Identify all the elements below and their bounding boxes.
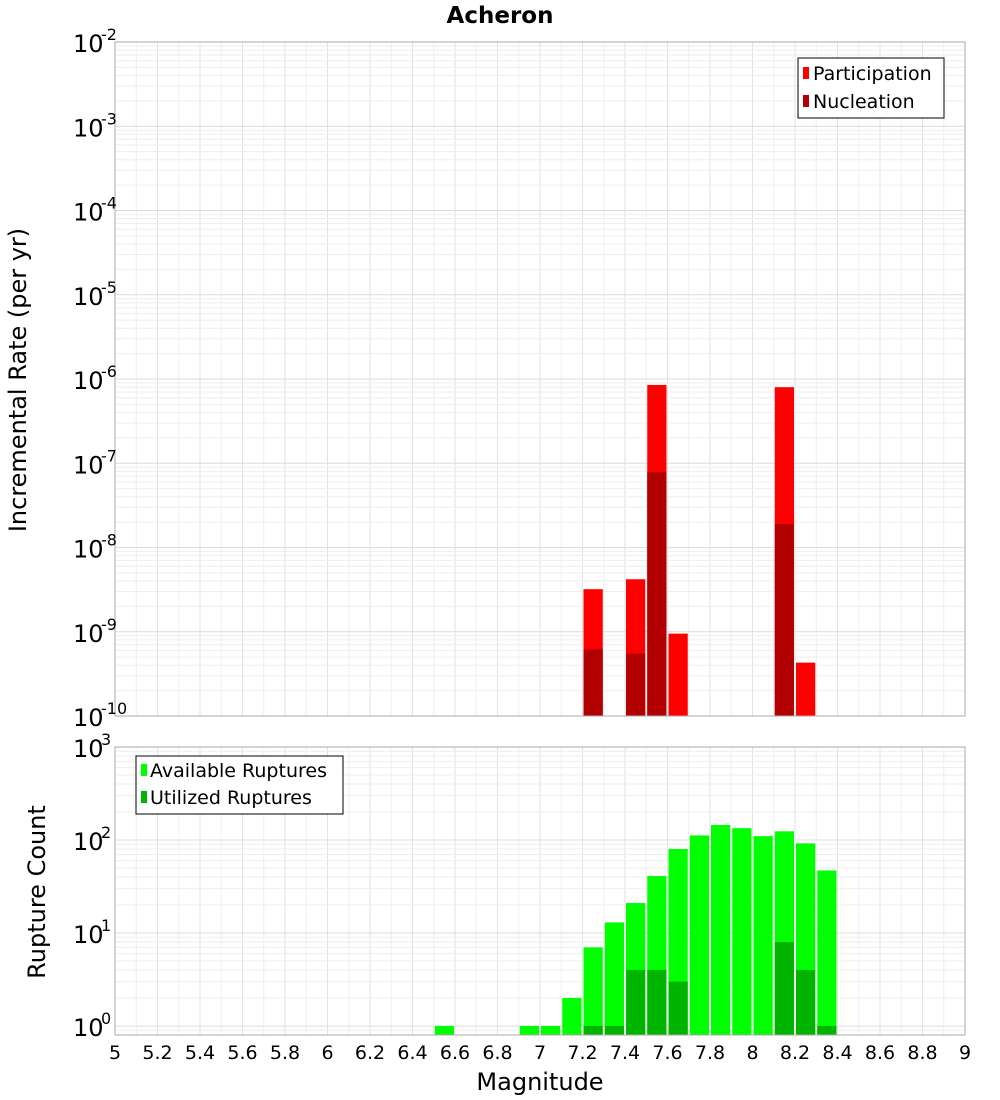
x-tick-label: 8.8 [907,1042,937,1064]
top-y-tick-exponent: -4 [101,194,117,213]
top-plot-frame [114,41,966,717]
x-tick-label: 5.4 [185,1042,215,1064]
top-y-tick-exponent: -2 [101,25,117,44]
x-tick-label: 5.6 [227,1042,257,1064]
top-series-nucleation [583,472,794,716]
bar-nucleation [774,524,794,716]
x-tick-label: 8 [746,1042,758,1064]
chart-title: Acheron [447,3,554,29]
top-y-tick-label: 10 [73,199,104,227]
bar-utilized-ruptures [796,969,816,1035]
legend-swatch-available-ruptures [141,764,147,776]
x-tick-label: 5 [109,1042,121,1064]
x-tick-label: 7.2 [567,1042,597,1064]
bar-utilized-ruptures [668,981,688,1035]
x-tick-label: 7 [534,1042,546,1064]
x-tick-label: 7.4 [610,1042,640,1064]
bottom-y-tick-label: 10 [73,735,104,763]
bar-available-ruptures [434,1025,454,1035]
top-y-tick-exponent: -7 [101,446,117,465]
x-tick-label: 8.2 [780,1042,810,1064]
bottom-y-tick-label: 10 [73,1014,104,1042]
legend-label-participation: Participation [813,63,932,85]
x-tick-label: 6.6 [440,1042,470,1064]
top-y-tick-exponent: -10 [101,699,127,718]
top-y-tick-exponent: -8 [101,531,117,550]
top-y-tick-label: 10 [73,620,104,648]
top-y-tick-label: 10 [73,704,104,732]
x-tick-label: 5.2 [142,1042,172,1064]
bottom-series-available-ruptures [434,824,837,1035]
bar-utilized-ruptures [604,1025,624,1035]
top-y-axis-label: Incremental Rate (per yr) [4,228,32,532]
bottom-y-axis-label: Rupture Count [23,805,51,979]
bar-available-ruptures [519,1025,539,1035]
bar-available-ruptures [732,828,752,1035]
bar-available-ruptures [689,835,709,1035]
top-y-tick-label: 10 [73,536,104,564]
top-legend: Participation Nucleation [797,57,945,119]
bar-nucleation [626,653,646,716]
legend-label-nucleation: Nucleation [813,91,915,113]
bar-utilized-ruptures [647,969,667,1035]
legend-swatch-utilized-ruptures [141,791,147,803]
legend-label-available-ruptures: Available Ruptures [150,760,327,782]
top-y-tick-label: 10 [73,451,104,479]
x-axis-label: Magnitude [476,1068,603,1096]
bar-available-ruptures [753,836,773,1035]
bar-utilized-ruptures [583,1025,603,1035]
bar-participation [796,662,816,716]
top-y-tick-exponent: -9 [101,615,117,634]
bottom-legend: Available Ruptures Utilized Ruptures [135,755,344,815]
bar-available-ruptures [711,824,731,1035]
x-tick-label: 8.4 [822,1042,852,1064]
bar-utilized-ruptures [817,1025,837,1035]
bar-participation [668,633,688,716]
x-tick-label: 7.6 [652,1042,682,1064]
bottom-y-tick-exponent: 3 [101,730,111,749]
top-legend-box [797,57,945,119]
bar-utilized-ruptures [626,969,646,1035]
x-tick-label: 9 [959,1042,971,1064]
bar-available-ruptures [583,947,603,1035]
x-tick-label: 6.4 [397,1042,427,1064]
x-tick-label: 6.8 [482,1042,512,1064]
bar-available-ruptures [562,997,582,1035]
bar-nucleation [583,649,603,716]
x-tick-label: 6 [321,1042,333,1064]
top-grid [114,41,966,717]
x-tick-label: 7.8 [695,1042,725,1064]
top-y-tick-exponent: -6 [101,362,117,381]
legend-swatch-nucleation [803,95,809,107]
bottom-y-tick-exponent: 0 [101,1009,111,1028]
bottom-y-tick-exponent: 1 [101,916,111,935]
bar-nucleation [647,472,667,716]
bottom-y-tick-exponent: 2 [101,823,111,842]
bar-available-ruptures [541,1025,561,1035]
bar-utilized-ruptures [774,942,794,1035]
top-y-tick-label: 10 [73,367,104,395]
top-y-tick-exponent: -3 [101,109,117,128]
bottom-series-utilized-ruptures [583,942,837,1035]
top-y-tick-exponent: -5 [101,278,117,297]
x-tick-label: 8.6 [865,1042,895,1064]
bar-available-ruptures [817,870,837,1035]
x-tick-label: 6.2 [355,1042,385,1064]
legend-swatch-participation [803,67,809,79]
top-y-tick-label: 10 [73,114,104,142]
top-y-tick-label: 10 [73,283,104,311]
bottom-y-tick-label: 10 [73,921,104,949]
bottom-legend-box [135,755,344,815]
x-tick-label: 5.8 [270,1042,300,1064]
bar-available-ruptures [604,922,624,1035]
bottom-y-tick-label: 10 [73,828,104,856]
x-tick-labels: 5 5.2 5.4 5.6 5.8 6 6.2 6.4 6.6 6.8 7 7.2 7.4 7.6 7.8 8… [109,1042,971,1064]
bottom-plot-frame [114,746,966,1036]
legend-label-utilized-ruptures: Utilized Ruptures [150,787,312,809]
top-y-tick-label: 10 [73,30,104,58]
